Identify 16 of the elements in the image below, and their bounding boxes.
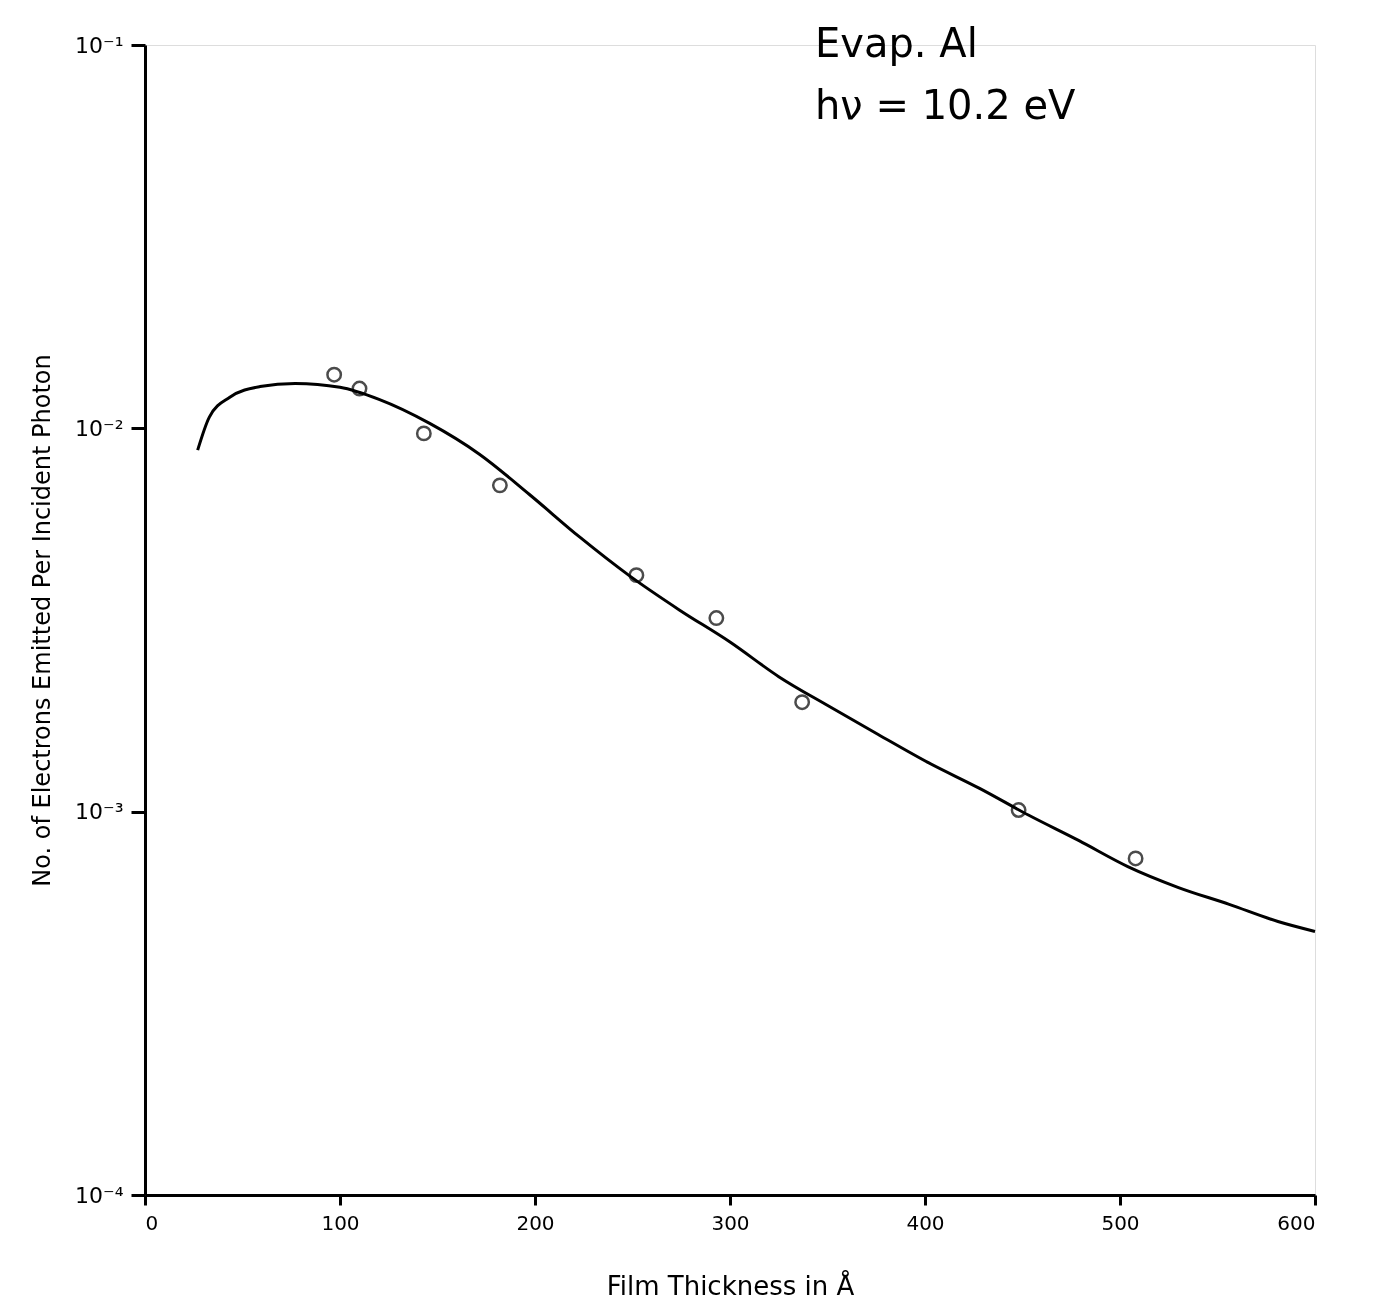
x-tick-label: 0 [145,1210,159,1235]
x-axis-title: Film Thickness in Å [606,1269,855,1301]
y-tick-label: 10⁻³ [75,799,124,825]
x-tick-label: 300 [711,1210,750,1235]
y-tick-label: 10⁻⁴ [75,1182,124,1208]
x-tick-label: 400 [906,1210,945,1235]
line-series [196,381,1317,933]
x-tick-label: 100 [321,1210,360,1235]
x-tick-label: 500 [1101,1210,1140,1235]
x-tick-label: 600 [1277,1210,1316,1235]
y-tick-label: 10⁻¹ [75,32,124,58]
annotation: Evap. Al [815,20,978,66]
y-axis-title: No. of Electrons Emitted Per Incident Photon [28,354,57,887]
y-tick-label: 10⁻² [75,415,124,441]
x-tick-label: 200 [516,1210,555,1235]
annotation: hν = 10.2 eV [815,82,1077,128]
